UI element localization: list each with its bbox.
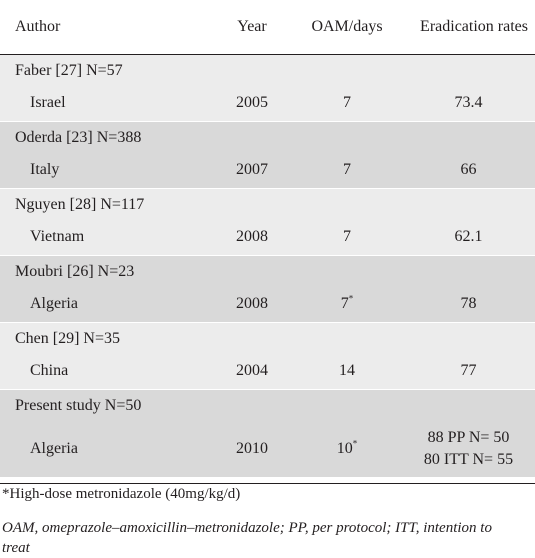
study-label: Nguyen [28] N=117: [15, 196, 145, 214]
country-cell: Italy: [0, 153, 212, 189]
rate-cell: 77: [402, 354, 535, 390]
oam-days-value: 7: [343, 228, 351, 246]
oam-days-value: 7: [343, 94, 351, 112]
year-cell: 2007: [212, 153, 292, 189]
country-row: Vietnam 2008 7 62.1: [0, 220, 535, 256]
rate-cell: 78: [402, 287, 535, 323]
study-row: Chen [29] N=35: [0, 322, 535, 354]
table-header-row: Author Year OAM/days Eradication rates: [0, 0, 535, 55]
eradication-rate-value: 77: [460, 362, 477, 380]
oam-days-value: 7: [343, 161, 351, 179]
study-row: Oderda [23] N=388: [0, 121, 535, 153]
study-label: Faber [27] N=57: [15, 62, 123, 80]
study-row: Nguyen [28] N=117: [0, 188, 535, 220]
rate-cell: 62.1: [402, 220, 535, 256]
eradication-rate-value: 66: [460, 161, 477, 179]
header-eradication-rates: Eradication rates: [402, 0, 535, 55]
study-row: Present study N=50: [0, 389, 535, 421]
year-cell: 2010: [212, 421, 292, 478]
dose-footnote: *High-dose metronidazole (40mg/kg/d): [2, 486, 241, 502]
abbreviations-footnote: OAM, omeprazole–amoxicillin–metronidazol…: [2, 520, 492, 556]
table-footnotes: *High-dose metronidazole (40mg/kg/d) OAM…: [0, 483, 535, 556]
eradication-rate-value: 80 ITT N= 55: [423, 450, 514, 468]
country-row: China 2004 14 77: [0, 354, 535, 390]
study-label: Present study N=50: [15, 397, 142, 415]
eradication-rate-value: 78: [460, 295, 477, 313]
oam-cell: 7: [292, 86, 402, 122]
country-cell: Algeria: [0, 287, 212, 323]
study-label: Chen [29] N=35: [15, 330, 121, 348]
country-row: Algeria 2010 10* 88 PP N= 50 80 ITT N= 55: [0, 421, 535, 478]
year-cell: 2008: [212, 220, 292, 256]
high-dose-mark: *: [352, 438, 358, 449]
country-row: Italy 2007 7 66: [0, 153, 535, 189]
eradication-rate-value: 88 PP N= 50: [427, 428, 510, 446]
rate-cell: 88 PP N= 50 80 ITT N= 55: [402, 421, 535, 478]
study-row: Faber [27] N=57: [0, 54, 535, 86]
oam-cell: 7: [292, 220, 402, 256]
high-dose-mark: *: [348, 293, 354, 304]
oam-cell: 7*: [292, 287, 402, 323]
rate-cell: 73.4: [402, 86, 535, 122]
study-label: Oderda [23] N=388: [15, 129, 142, 147]
header-author: Author: [0, 0, 212, 55]
year-cell: 2004: [212, 354, 292, 390]
oam-days-value: 7: [340, 295, 349, 313]
eradication-rate-value: 62.1: [454, 228, 483, 246]
country-cell: Algeria: [0, 421, 212, 478]
country-row: Algeria 2008 7* 78: [0, 287, 535, 323]
oam-cell: 14: [292, 354, 402, 390]
header-year: Year: [212, 0, 292, 55]
study-row: Moubri [26] N=23: [0, 255, 535, 287]
rate-cell: 66: [402, 153, 535, 189]
country-row: Israel 2005 7 73.4: [0, 86, 535, 122]
table-body: Faber [27] N=57 Israel 2005 7 73.4 Oderda [23…: [0, 54, 535, 478]
eradication-table: Author Year OAM/days Eradication rates F…: [0, 0, 535, 478]
header-oam-days: OAM/days: [292, 0, 402, 55]
study-label: Moubri [26] N=23: [15, 263, 135, 281]
oam-cell: 10*: [292, 421, 402, 478]
country-cell: China: [0, 354, 212, 390]
year-cell: 2005: [212, 86, 292, 122]
country-cell: Israel: [0, 86, 212, 122]
oam-days-value: 10: [336, 439, 353, 457]
country-cell: Vietnam: [0, 220, 212, 256]
eradication-rate-value: 73.4: [454, 94, 483, 112]
oam-days-value: 14: [339, 362, 355, 380]
year-cell: 2008: [212, 287, 292, 323]
oam-cell: 7: [292, 153, 402, 189]
